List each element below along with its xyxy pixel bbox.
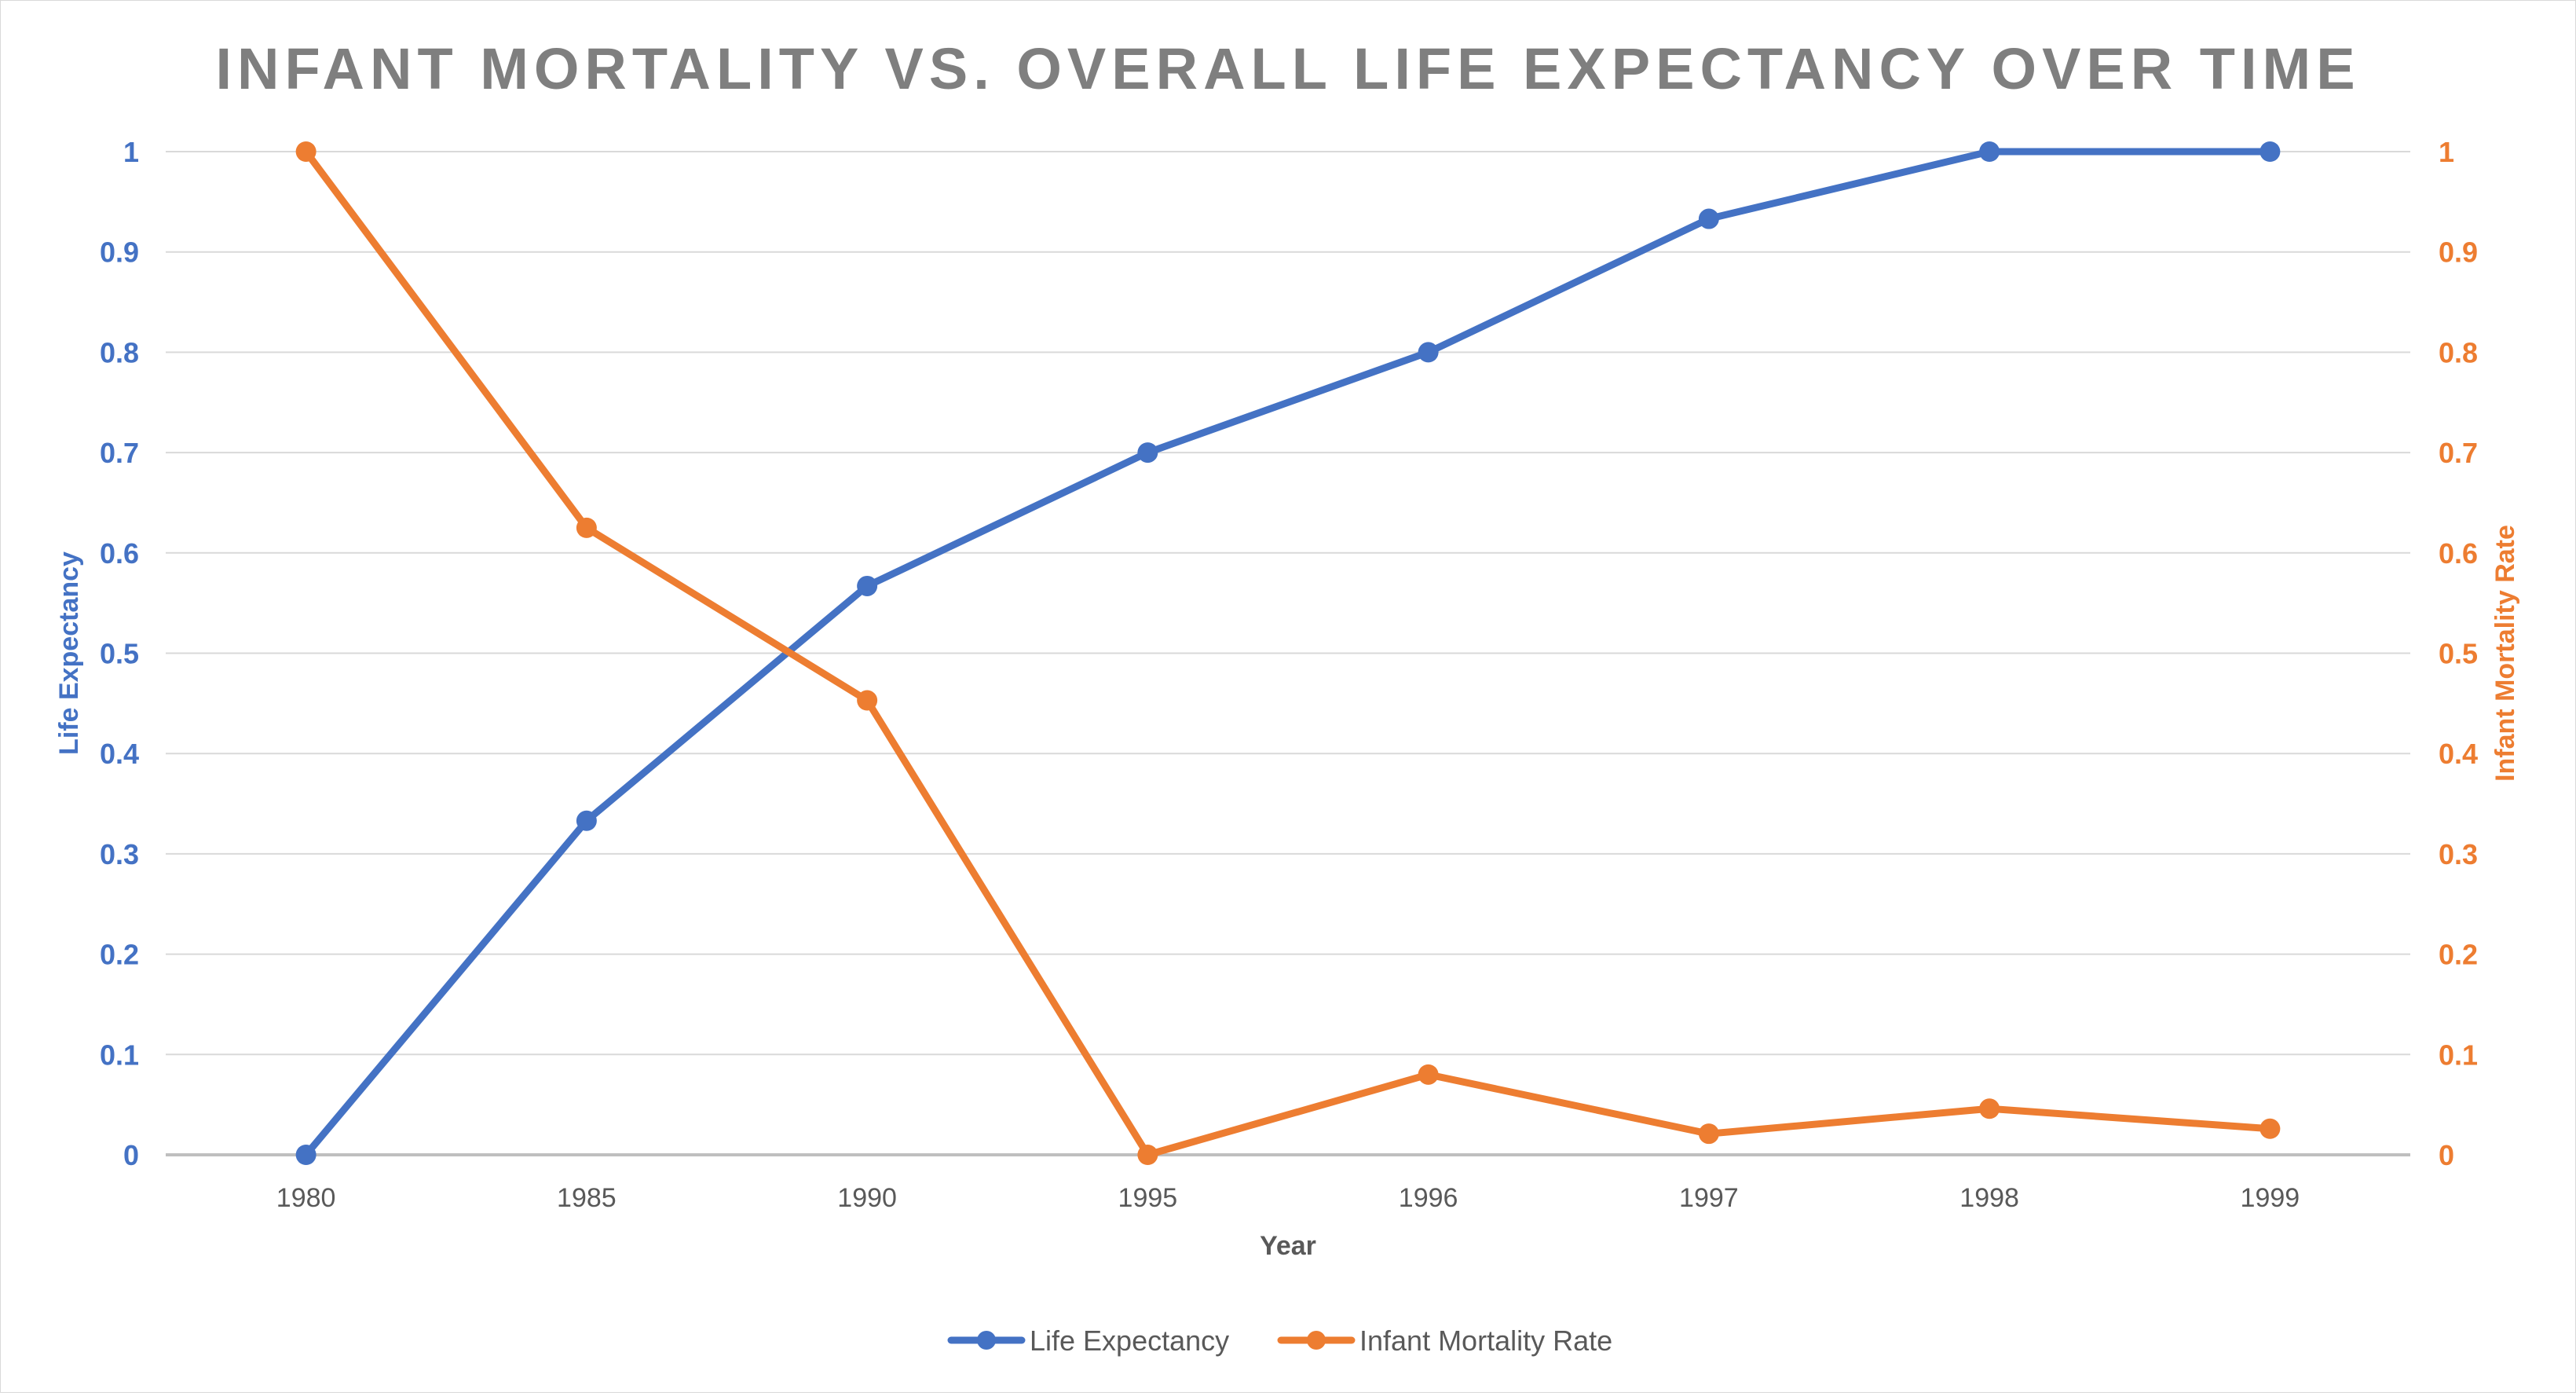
- data-point: [1979, 141, 2000, 162]
- data-point: [1979, 1098, 2000, 1119]
- y-left-tick-label: 0.9: [100, 236, 139, 269]
- x-tick-label: 1985: [557, 1183, 617, 1213]
- y-left-tick-label: 1: [123, 136, 139, 168]
- series-life-expectancy: [295, 141, 2281, 1165]
- y-right-tick-label: 0.8: [2439, 336, 2478, 368]
- chart-title: INFANT MORTALITY VS. OVERALL LIFE EXPECT…: [215, 36, 2360, 101]
- series-infant-mortality-rate: [295, 141, 2281, 1165]
- y-right-tick-label: 0: [2439, 1139, 2454, 1171]
- y-left-tick-label: 0.1: [100, 1039, 139, 1071]
- y-right-tick-label: 0.2: [2439, 939, 2478, 971]
- x-axis-ticks: 1980 1985 1990 1995 1996 1997 1998 1999: [276, 1183, 2300, 1213]
- y-left-tick-label: 0.4: [100, 738, 139, 770]
- series-line: [302, 148, 2274, 1159]
- y-left-tick-label: 0: [123, 1139, 139, 1171]
- y-right-tick-label: 0.9: [2439, 236, 2478, 269]
- legend-label: Infant Mortality Rate: [1359, 1325, 1612, 1357]
- data-point: [857, 575, 878, 596]
- data-point: [2259, 1118, 2281, 1139]
- data-point: [295, 141, 317, 162]
- y-right-tick-label: 0.6: [2439, 537, 2478, 570]
- legend-label: Life Expectancy: [1030, 1325, 1229, 1357]
- x-tick-label: 1998: [1959, 1183, 2019, 1213]
- y-right-tick-label: 0.4: [2439, 738, 2478, 770]
- y-left-tick-label: 0.2: [100, 939, 139, 971]
- y-left-tick-label: 0.7: [100, 437, 139, 469]
- data-point: [576, 517, 597, 538]
- y-axis-left-title: Life Expectancy: [54, 551, 84, 755]
- x-tick-label: 1980: [276, 1183, 336, 1213]
- data-point: [1418, 1064, 1439, 1085]
- data-point: [1418, 342, 1439, 363]
- data-point: [857, 690, 878, 711]
- y-axis-right-title: Infant Mortality Rate: [2490, 525, 2520, 782]
- legend-swatch-marker: [977, 1331, 996, 1350]
- data-point: [1698, 208, 1719, 229]
- legend: Life Expectancy Infant Mortality Rate: [947, 1325, 1612, 1357]
- left-axis-ticks: 0 0.1 0.2 0.3 0.4 0.5 0.6 0.7 0.8 0.9 1: [100, 136, 139, 1171]
- right-axis-ticks: 0 0.1 0.2 0.3 0.4 0.5 0.6 0.7 0.8 0.9 1: [2439, 136, 2478, 1171]
- y-right-tick-label: 0.5: [2439, 638, 2478, 670]
- y-right-tick-label: 1: [2439, 136, 2454, 168]
- x-axis-title: Year: [1260, 1231, 1316, 1261]
- x-tick-label: 1995: [1118, 1183, 1178, 1213]
- data-point: [576, 810, 597, 831]
- series-line: [302, 148, 2274, 1159]
- y-left-tick-label: 0.5: [100, 638, 139, 670]
- x-tick-label: 1990: [837, 1183, 897, 1213]
- data-point: [1137, 442, 1158, 464]
- x-tick-label: 1996: [1399, 1183, 1458, 1213]
- series-layer: [295, 141, 2281, 1165]
- legend-item: Infant Mortality Rate: [1277, 1325, 1612, 1357]
- data-point: [2259, 141, 2281, 162]
- data-point: [1698, 1123, 1719, 1145]
- x-tick-label: 1999: [2241, 1183, 2300, 1213]
- legend-item: Life Expectancy: [947, 1325, 1229, 1357]
- y-right-tick-label: 0.3: [2439, 838, 2478, 870]
- y-left-tick-label: 0.6: [100, 537, 139, 570]
- y-left-tick-label: 0.3: [100, 838, 139, 870]
- data-point: [1137, 1145, 1158, 1165]
- y-right-tick-label: 0.7: [2439, 437, 2478, 469]
- legend-swatch-marker: [1307, 1331, 1326, 1350]
- y-left-tick-label: 0.8: [100, 336, 139, 368]
- y-right-tick-label: 0.1: [2439, 1039, 2478, 1071]
- data-point: [295, 1145, 317, 1165]
- x-tick-label: 1997: [1679, 1183, 1739, 1213]
